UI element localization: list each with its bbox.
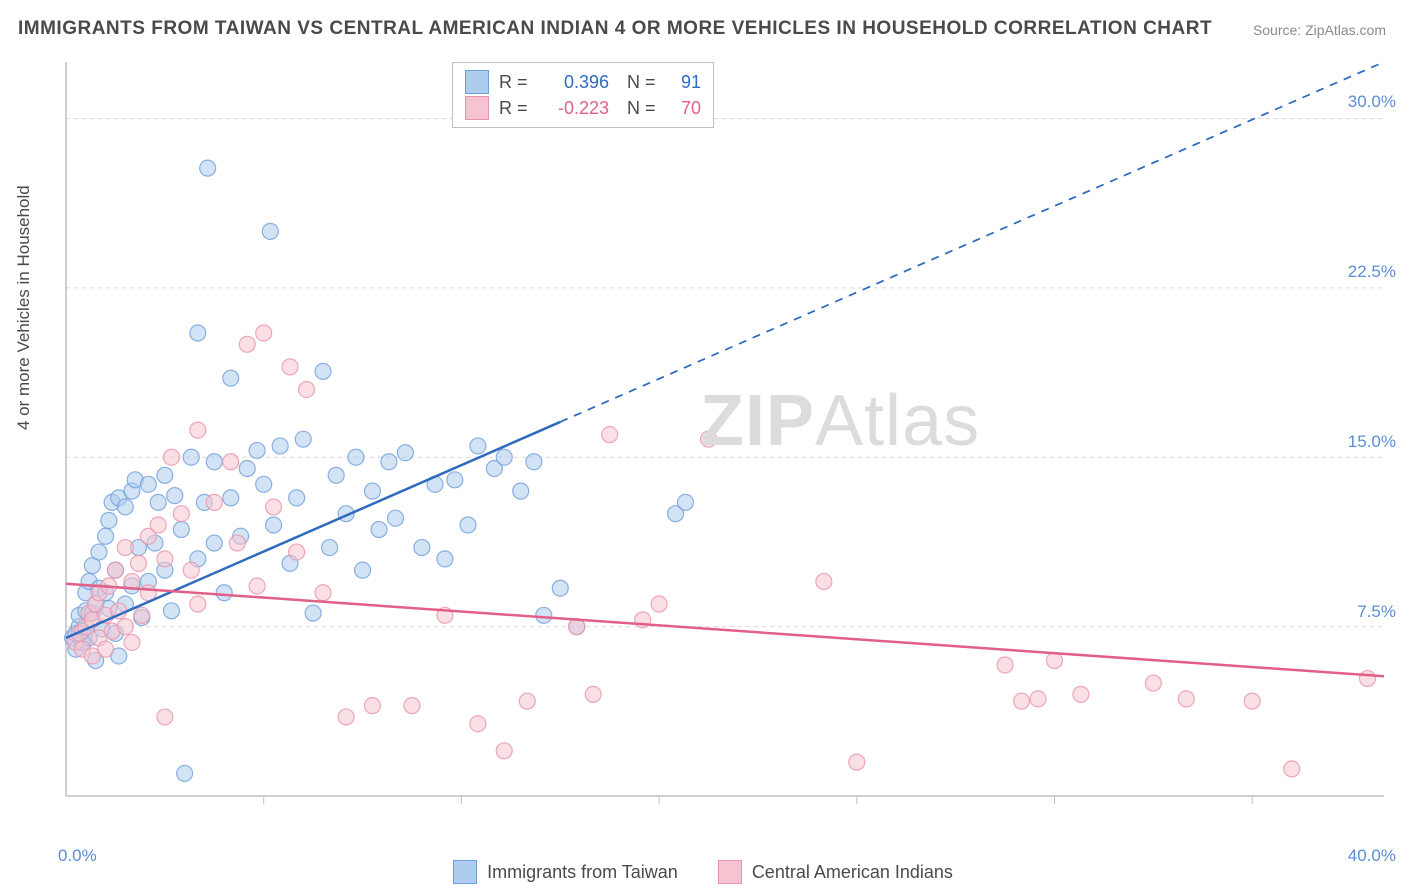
source-attribution: Source: ZipAtlas.com [1253,22,1386,38]
chart-svg [62,58,1388,826]
swatch-cai [465,96,489,120]
y-tick-15: 15.0% [1348,432,1396,452]
y-tick-22-5: 22.5% [1348,262,1396,282]
n-label: N = [627,69,657,95]
legend-label-taiwan: Immigrants from Taiwan [487,862,678,883]
legend-label-cai: Central American Indians [752,862,953,883]
legend-row-taiwan: R = 0.396 N = 91 [465,69,701,95]
chart-plot-area [62,58,1388,826]
source-label: Source: [1253,22,1301,38]
y-tick-7-5: 7.5% [1357,602,1396,622]
y-axis-label: 4 or more Vehicles in Household [14,185,34,430]
r-value-taiwan: 0.396 [539,69,609,95]
swatch-taiwan [465,70,489,94]
source-link[interactable]: ZipAtlas.com [1305,22,1386,38]
y-tick-30: 30.0% [1348,92,1396,112]
legend-item-taiwan: Immigrants from Taiwan [453,860,678,884]
r-label: R = [499,69,529,95]
n-label: N = [627,95,657,121]
legend-item-cai: Central American Indians [718,860,953,884]
series-legend: Immigrants from Taiwan Central American … [0,860,1406,884]
chart-title: IMMIGRANTS FROM TAIWAN VS CENTRAL AMERIC… [18,18,1212,40]
swatch-cai-icon [718,860,742,884]
legend-row-cai: R = -0.223 N = 70 [465,95,701,121]
swatch-taiwan-icon [453,860,477,884]
r-label: R = [499,95,529,121]
correlation-legend: R = 0.396 N = 91 R = -0.223 N = 70 [452,62,714,128]
r-value-cai: -0.223 [539,95,609,121]
n-value-taiwan: 91 [667,69,701,95]
n-value-cai: 70 [667,95,701,121]
